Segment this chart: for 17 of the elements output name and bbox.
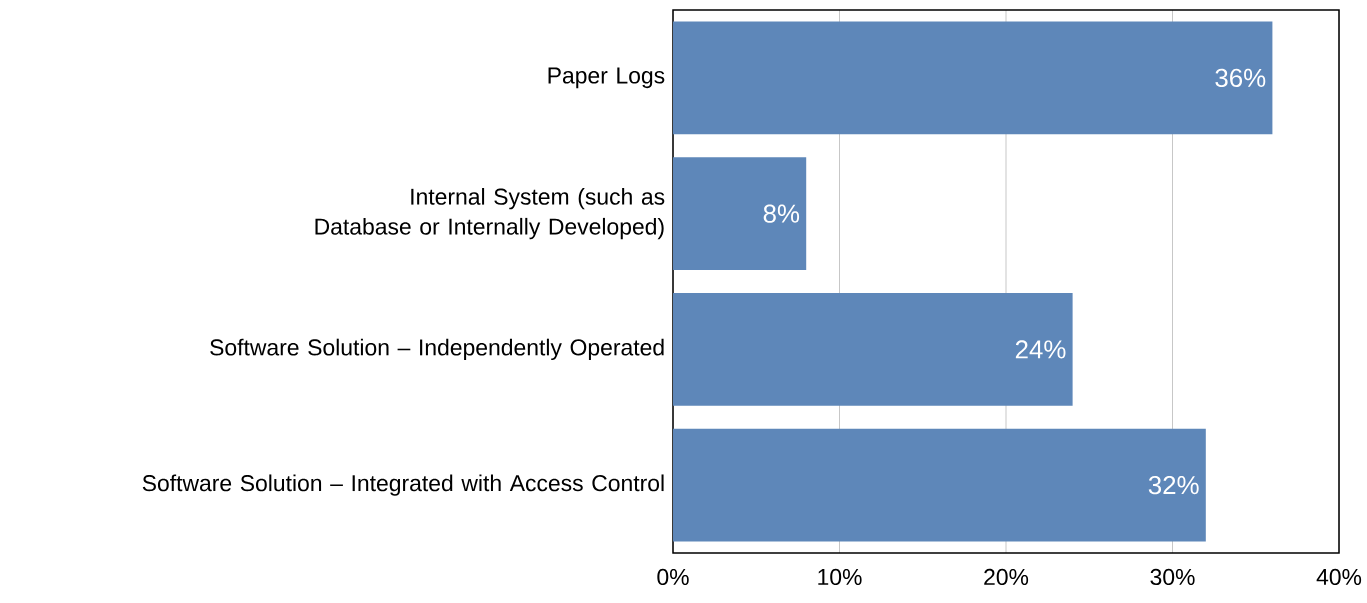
data-label: 32%	[1148, 475, 1199, 495]
bar	[673, 428, 1206, 542]
bar	[673, 157, 807, 270]
x-tick-label: 0%	[657, 568, 689, 586]
x-tick-label: 20%	[984, 568, 1029, 586]
data-label: 24%	[1015, 340, 1066, 359]
x-tick-label: 30%	[1150, 568, 1195, 586]
y-tick-label: Internal System (such as Database or Internally Developed)	[315, 188, 665, 240]
y-tick-label: Paper Logs	[548, 67, 665, 89]
bar	[673, 293, 1073, 406]
x-tick-label: 10%	[818, 568, 862, 586]
x-tick-label: 40%	[1316, 568, 1362, 586]
data-label: 8%	[763, 204, 800, 223]
y-tick-label: Software Solution – Independently Operated	[210, 338, 664, 361]
y-tick-label: Software Solution – Integrated with Access Control	[142, 474, 664, 496]
data-label: 36%	[1215, 68, 1266, 88]
bar	[673, 21, 1273, 135]
